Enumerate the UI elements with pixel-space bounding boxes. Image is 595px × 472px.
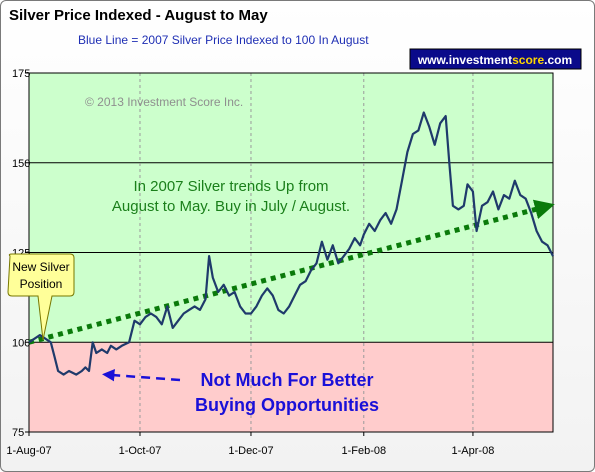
buying-annotation-line-2: Buying Opportunities: [195, 395, 379, 415]
x-tick-label-2: 1-Dec-07: [228, 445, 273, 457]
zone-band-0: [29, 73, 553, 343]
y-tick-label-1: 100: [12, 337, 30, 349]
callout-line-2: Position: [20, 277, 63, 291]
brand-text: www.investmentscore.com: [417, 53, 572, 67]
brand-badge: www.investmentscore.com: [409, 48, 582, 70]
trend-annotation-line-1: In 2007 Silver trends Up from: [133, 178, 328, 195]
chart-title: Silver Price Indexed - August to May: [9, 7, 268, 24]
zone-band-1: [29, 342, 553, 432]
watermark: © 2013 Investment Score Inc.: [85, 95, 243, 109]
trend-annotation: In 2007 Silver trends Up from August to …: [112, 178, 350, 215]
buying-annotation-line-1: Not Much For Better: [201, 370, 374, 390]
y-tick-label-0: 75: [12, 427, 24, 439]
y-tick-label-3: 150: [12, 158, 30, 170]
buying-annotation-arrow: [102, 368, 181, 382]
new-position-callout: New Silver Position: [7, 253, 75, 341]
callout-line-1: New Silver: [12, 260, 69, 274]
x-tick-label-3: 1-Feb-08: [341, 445, 386, 457]
series-line-0: [28, 111, 554, 376]
x-tick-label-4: 1-Apr-08: [452, 445, 495, 457]
x-tick-label-1: 1-Oct-07: [119, 445, 162, 457]
trend-annotation-line-2: August to May. Buy in July / August.: [112, 198, 350, 215]
callout-bubble: [7, 253, 75, 341]
y-tick-label-4: 175: [12, 68, 30, 80]
x-tick-label-0: 1-Aug-07: [6, 445, 51, 457]
chart-subtitle: Blue Line = 2007 Silver Price Indexed to…: [78, 33, 369, 47]
buying-annotation: Not Much For Better Buying Opportunities: [102, 368, 379, 415]
